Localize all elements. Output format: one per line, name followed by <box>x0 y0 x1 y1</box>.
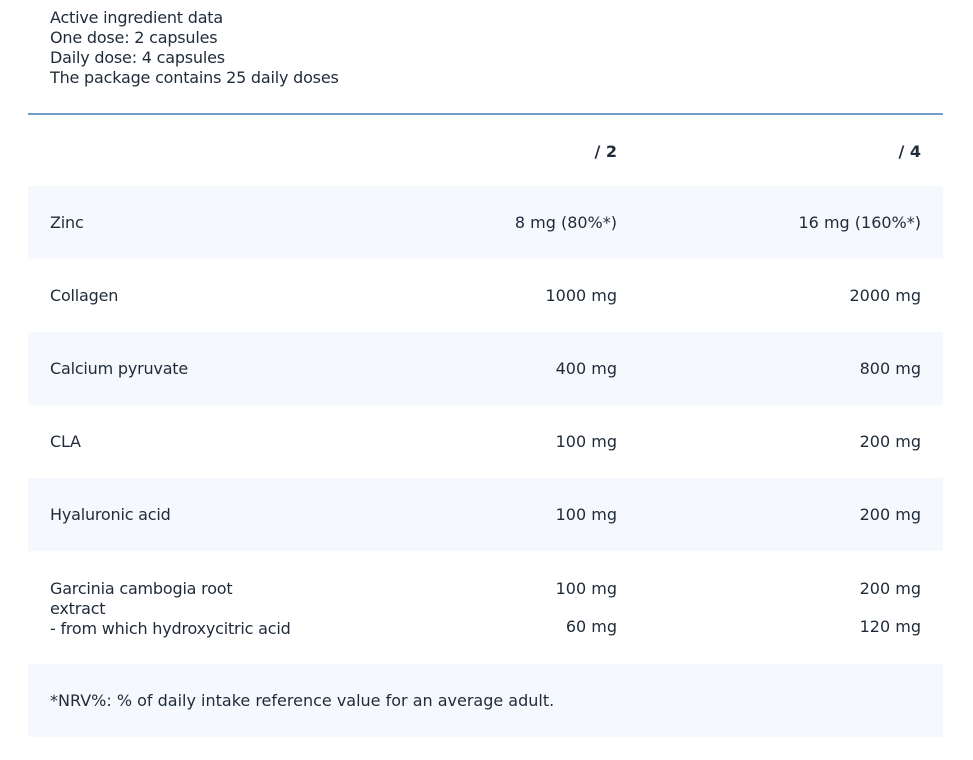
intro-text: Active ingredient data One dose: 2 capsu… <box>50 8 339 88</box>
daily-value: 800 mg <box>859 359 921 378</box>
ingredient-name: Zinc <box>50 213 84 232</box>
table-row: CLA 100 mg 200 mg <box>28 405 943 478</box>
table-row: Garcinia cambogia root extract - from wh… <box>28 551 943 664</box>
table-header: / 2 / 4 <box>28 115 943 186</box>
dose-value: 1000 mg <box>545 286 617 305</box>
daily-value: 200 mg <box>859 505 921 524</box>
ingredient-name: Calcium pyruvate <box>50 359 189 378</box>
daily-value: 2000 mg <box>849 286 921 305</box>
footnote-row: *NRV%: % of daily intake reference value… <box>28 664 943 737</box>
intro-dose: One dose: 2 capsules <box>50 28 218 47</box>
dose-value: 8 mg (80%*) <box>514 213 617 232</box>
daily-value: 200 mg <box>859 579 921 598</box>
intro-daily-dose: Daily dose: 4 capsules <box>50 48 225 67</box>
footnote: *NRV%: % of daily intake reference value… <box>50 691 555 710</box>
ingredient-name: CLA <box>50 432 81 451</box>
dose-value: 100 mg <box>555 432 617 451</box>
ingredient-name: Hyaluronic acid <box>50 505 171 524</box>
intro-title: Active ingredient data <box>50 8 223 27</box>
sub-daily-value: 120 mg <box>859 617 921 636</box>
ingredient-table: / 2 / 4 Zinc 8 mg (80%*) 16 mg (160%*) C… <box>28 115 943 737</box>
dose-value: 100 mg <box>555 505 617 524</box>
dose-value: 400 mg <box>555 359 617 378</box>
intro-package: The package contains 25 daily doses <box>50 68 339 87</box>
divider <box>28 113 943 115</box>
header-daily: / 4 <box>898 142 921 161</box>
table-row: Calcium pyruvate 400 mg 800 mg <box>28 332 943 405</box>
daily-value: 16 mg (160%*) <box>798 213 922 232</box>
sub-dose-value: 60 mg <box>565 617 617 636</box>
sub-ingredient-name: - from which hydroxycitric acid <box>50 619 291 638</box>
ingredient-name: Garcinia cambogia root extract <box>50 579 233 618</box>
dose-value: 100 mg <box>555 579 617 598</box>
table-row: Zinc 8 mg (80%*) 16 mg (160%*) <box>28 186 943 259</box>
table-row: Hyaluronic acid 100 mg 200 mg <box>28 478 943 551</box>
ingredient-name: Collagen <box>50 286 119 305</box>
daily-value: 200 mg <box>859 432 921 451</box>
table-row: Collagen 1000 mg 2000 mg <box>28 259 943 332</box>
header-dose: / 2 <box>594 142 617 161</box>
